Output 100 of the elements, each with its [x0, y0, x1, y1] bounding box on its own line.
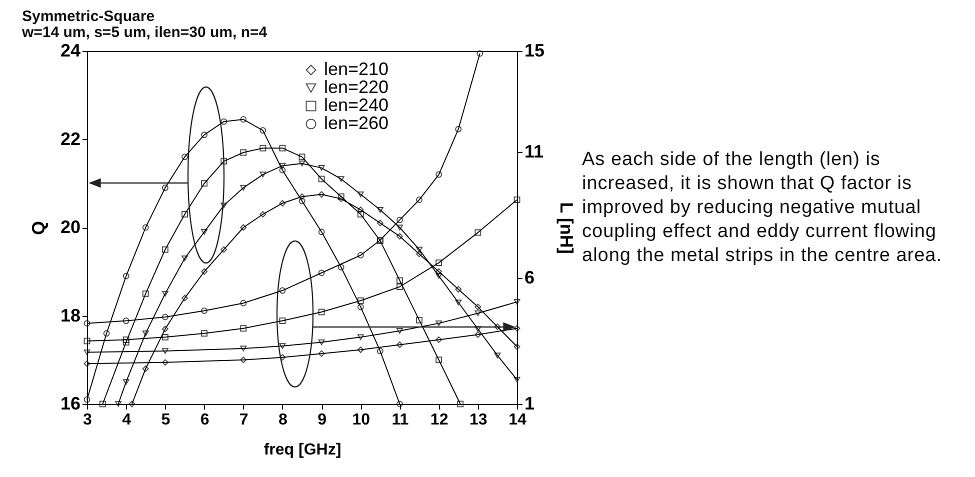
- point: [220, 158, 228, 165]
- x-tick-label: 12: [430, 412, 448, 428]
- y2-tick-label: 1: [524, 394, 535, 414]
- point: [260, 127, 266, 134]
- point: [220, 246, 228, 253]
- point: [220, 202, 228, 208]
- point: [162, 334, 168, 340]
- point: [514, 196, 520, 203]
- y-tick-label: 16: [60, 394, 80, 414]
- point: [162, 184, 168, 192]
- x-tick-label: 14: [508, 412, 526, 428]
- point: [84, 338, 90, 344]
- x-tick-label: 5: [161, 412, 170, 428]
- y2-tick-label: 6: [524, 267, 535, 288]
- point: [396, 216, 403, 224]
- text: As each side of the length (len) is increased, it is shown that Q factor is improved by reducing negative mutual coupling effect and eddy current flowing along the metal strips in the centre area.: [582, 148, 944, 268]
- point: [240, 300, 247, 306]
- y-axis-title: Q: [28, 220, 48, 236]
- point: [279, 200, 286, 206]
- point: [240, 356, 247, 364]
- point: [396, 224, 403, 230]
- point: [181, 211, 188, 218]
- point: [142, 224, 149, 231]
- x-axis-title: freq [GHz]: [264, 442, 342, 458]
- point: [240, 116, 247, 123]
- point: [220, 118, 228, 125]
- point: [279, 318, 286, 324]
- x-tick-label: 13: [470, 412, 488, 428]
- point: [122, 272, 130, 280]
- legend-label: len=260: [324, 113, 389, 133]
- y2-axis-title: L [nH]: [556, 202, 577, 254]
- point: [318, 339, 325, 346]
- point: [338, 176, 344, 182]
- point: [474, 310, 482, 316]
- point: [279, 144, 286, 152]
- point: [436, 356, 442, 364]
- point: [396, 233, 403, 240]
- point: [318, 228, 325, 236]
- x-tick-label: 11: [392, 412, 409, 428]
- point: [396, 277, 403, 284]
- point: [142, 330, 149, 336]
- y-tick-label: 24: [60, 40, 80, 60]
- point: [260, 144, 266, 152]
- point: [201, 330, 208, 337]
- point: [457, 400, 464, 408]
- point: [201, 132, 208, 138]
- legend-label: len=220: [324, 77, 389, 97]
- point: [162, 359, 168, 366]
- point: [201, 307, 208, 314]
- point: [474, 229, 482, 236]
- point: [338, 264, 344, 270]
- point: [514, 376, 520, 383]
- y-tick-label: 22: [60, 128, 80, 149]
- point: [396, 328, 403, 334]
- point: [338, 193, 344, 200]
- point: [318, 270, 325, 276]
- y-tick-label: 20: [60, 217, 80, 237]
- point: [357, 192, 364, 198]
- point: [436, 171, 442, 178]
- point: [279, 166, 286, 174]
- x-tick-label: 9: [318, 412, 327, 428]
- point: [122, 338, 130, 346]
- x-tick-label: 7: [239, 412, 248, 428]
- point: [279, 287, 286, 294]
- point: [436, 320, 442, 326]
- point: [298, 154, 306, 160]
- point: [162, 290, 168, 297]
- point: [240, 149, 247, 156]
- point: [357, 252, 364, 258]
- point: [298, 193, 306, 200]
- legend-label: len=240: [324, 95, 389, 115]
- point: [122, 336, 130, 343]
- point: [436, 336, 442, 343]
- point: [396, 342, 403, 348]
- x-tick-label: 6: [200, 412, 210, 428]
- point: [376, 220, 384, 226]
- y2-tick-label: 15: [524, 40, 545, 60]
- point: [240, 224, 247, 231]
- point: [396, 284, 403, 290]
- point: [103, 330, 110, 337]
- point: [436, 260, 442, 266]
- point: [99, 400, 106, 408]
- point: [455, 126, 462, 132]
- point: [494, 352, 501, 358]
- point: [142, 290, 149, 297]
- chart-subtitle: w=14 um, s=5 um, ilen=30 um, n=4: [20, 24, 268, 41]
- point: [279, 354, 286, 361]
- point: [318, 350, 325, 357]
- x-tick-label: 3: [83, 412, 92, 428]
- point: [181, 294, 188, 302]
- point: [416, 250, 423, 258]
- point: [162, 326, 168, 332]
- point: [376, 206, 384, 213]
- point: [357, 304, 364, 310]
- x-tick-label: 8: [278, 412, 288, 428]
- point: [436, 273, 442, 279]
- point: [357, 297, 364, 304]
- point: [436, 268, 442, 275]
- point: [201, 229, 208, 235]
- point: [416, 246, 423, 252]
